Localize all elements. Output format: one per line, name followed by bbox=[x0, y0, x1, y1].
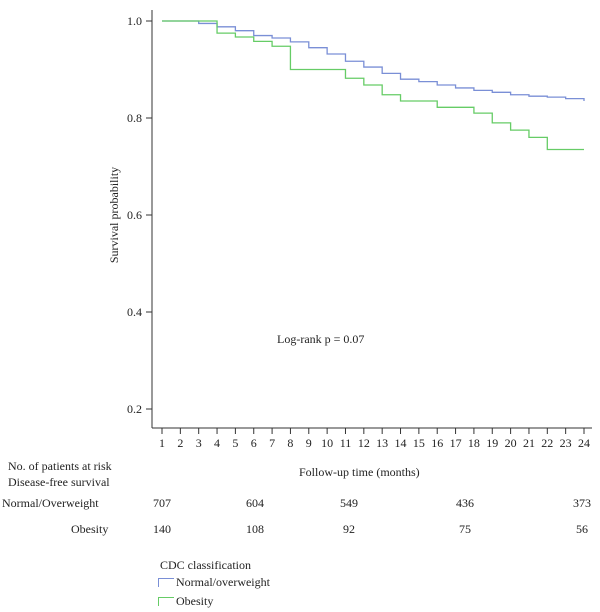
x-tick-label: 22 bbox=[541, 436, 553, 450]
x-tick-label: 14 bbox=[395, 436, 407, 450]
risk-table-subheader: Disease-free survival bbox=[8, 475, 110, 489]
legend-swatch-obesity bbox=[158, 597, 174, 606]
y-tick-label: 0.6 bbox=[127, 208, 142, 222]
x-tick-label: 12 bbox=[358, 436, 370, 450]
x-tick-label: 18 bbox=[468, 436, 480, 450]
risk-value: 373 bbox=[573, 496, 591, 510]
legend-swatch-normal bbox=[158, 578, 174, 587]
log-rank-annotation: Log-rank p = 0.07 bbox=[277, 332, 364, 346]
risk-value: 56 bbox=[576, 522, 588, 536]
risk-value: 75 bbox=[459, 522, 471, 536]
x-tick-label: 20 bbox=[505, 436, 517, 450]
legend-title: CDC classification bbox=[160, 558, 251, 572]
x-tick-label: 11 bbox=[340, 436, 352, 450]
y-tick-label: 0.4 bbox=[127, 305, 142, 319]
risk-value: 707 bbox=[153, 496, 171, 510]
y-tick-label: 1.0 bbox=[127, 14, 142, 28]
y-tick-label: 0.8 bbox=[127, 111, 142, 125]
x-axis-label: Follow-up time (months) bbox=[299, 465, 420, 479]
x-tick-label: 5 bbox=[232, 436, 238, 450]
x-tick-label: 9 bbox=[306, 436, 312, 450]
risk-row-label-obesity: Obesity bbox=[71, 522, 109, 536]
x-tick-label: 23 bbox=[560, 436, 572, 450]
x-tick-label: 4 bbox=[214, 436, 220, 450]
x-tick-label: 10 bbox=[321, 436, 333, 450]
x-tick-label: 7 bbox=[269, 436, 275, 450]
series-line-normal-overweight bbox=[162, 20, 585, 102]
risk-value: 436 bbox=[456, 496, 474, 510]
x-tick-label: 15 bbox=[413, 436, 425, 450]
x-tick-label: 13 bbox=[376, 436, 388, 450]
risk-row-label-normal: Normal/Overweight bbox=[2, 496, 99, 510]
series-line-obesity bbox=[162, 20, 584, 151]
x-tick-label: 17 bbox=[450, 436, 462, 450]
legend-item-normal: Normal/overweight bbox=[176, 575, 270, 589]
x-tick-label: 21 bbox=[523, 436, 535, 450]
x-tick-label: 2 bbox=[177, 436, 183, 450]
x-tick-label: 16 bbox=[431, 436, 443, 450]
tick-marks: 0.20.40.60.81.01 2 3 4 5 6 7 8 9 10 11 12 13 14 15 16 17… bbox=[127, 14, 590, 450]
survival-chart: 0.20.40.60.81.01 2 3 4 5 6 7 8 9 10 11 12 13 14 15 16 17… bbox=[107, 10, 592, 450]
axes bbox=[151, 10, 592, 429]
x-tick-label: 6 bbox=[251, 436, 257, 450]
x-tick-label: 24 bbox=[578, 436, 590, 450]
x-tick-label: 3 bbox=[196, 436, 202, 450]
risk-value: 604 bbox=[246, 496, 264, 510]
x-tick-label: 19 bbox=[486, 436, 498, 450]
risk-value: 92 bbox=[343, 522, 355, 536]
series-layer bbox=[162, 20, 585, 151]
risk-table-header: No. of patients at risk bbox=[8, 459, 112, 473]
y-axis-label: Survival probability bbox=[107, 167, 121, 263]
x-tick-label: 8 bbox=[287, 436, 293, 450]
y-tick-label: 0.2 bbox=[127, 402, 142, 416]
x-tick-label: 1 bbox=[159, 436, 165, 450]
risk-value: 140 bbox=[153, 522, 171, 536]
legend-item-obesity: Obesity bbox=[176, 594, 214, 608]
risk-value: 549 bbox=[340, 496, 358, 510]
risk-value: 108 bbox=[246, 522, 264, 536]
